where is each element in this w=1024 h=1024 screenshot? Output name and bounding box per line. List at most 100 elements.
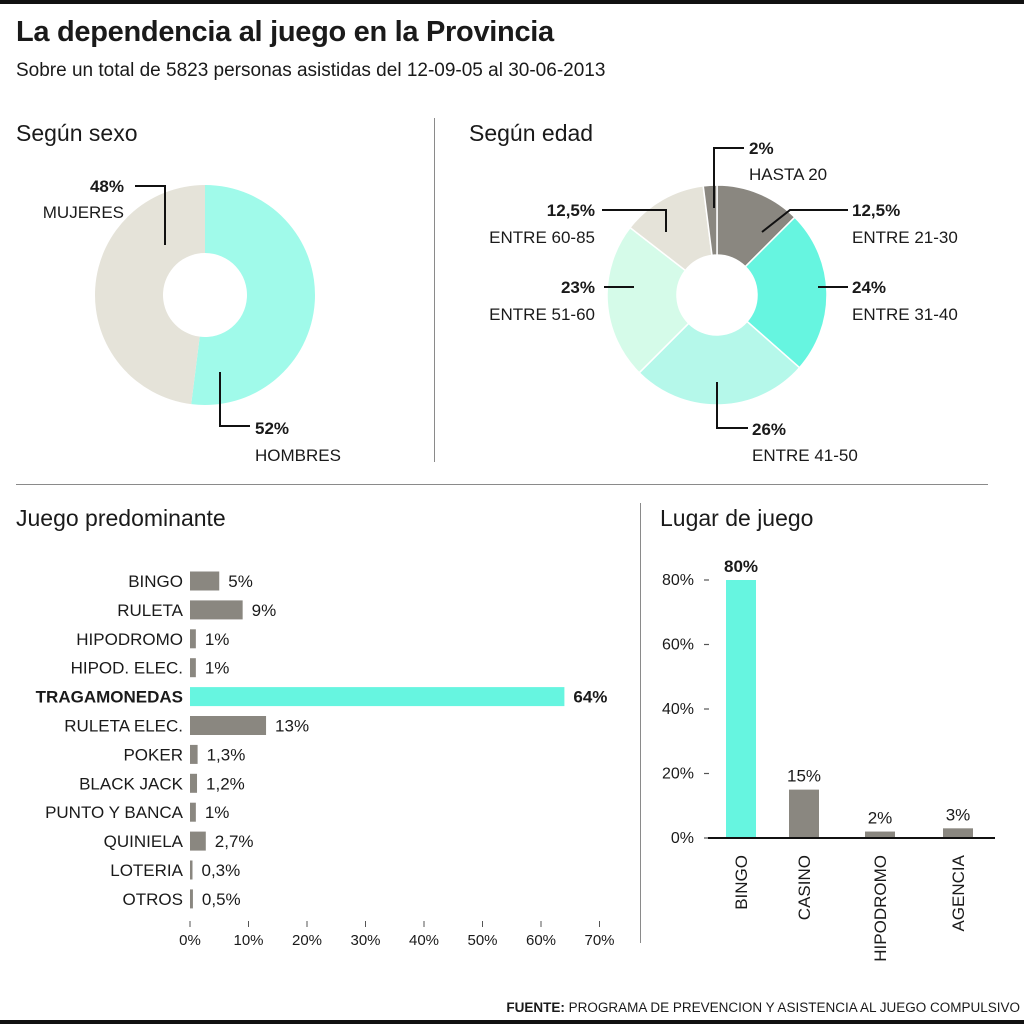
lugar-ytick-label-60: 60%	[662, 637, 694, 654]
edad-leader-41-50	[716, 382, 748, 429]
juego-bar-quiniela	[190, 831, 206, 851]
juego-tick-label-20: 20%	[292, 932, 322, 949]
juego-value-hipod-elec: 1%	[205, 659, 230, 678]
lugar-bar-casino	[789, 789, 819, 838]
sexo-label-hombres: HOMBRES	[255, 446, 341, 465]
juego-value-tragamonedas: 64%	[573, 688, 607, 707]
juego-value-bingo: 5%	[228, 572, 253, 591]
lugar-category-bingo: BINGO	[732, 855, 751, 910]
edad-leader-60-85	[602, 209, 667, 232]
juego-value-quiniela: 2,7%	[215, 832, 254, 851]
divider-top	[434, 118, 435, 462]
juego-category-hipodromo: HIPODROMO	[76, 630, 183, 649]
juego-bar-loteria	[190, 860, 193, 880]
juego-category-otros: OTROS	[123, 890, 183, 909]
juego-value-ruleta: 9%	[252, 601, 277, 620]
juego-bar-black-jack	[190, 773, 198, 793]
edad-pct-41-50: 26%	[752, 420, 786, 439]
juego-category-punto-y-banca: PUNTO Y BANCA	[45, 803, 184, 822]
juego-category-poker: POKER	[123, 745, 183, 764]
source-label: FUENTE:	[506, 1000, 565, 1015]
juego-category-loteria: LOTERIA	[110, 861, 183, 880]
edad-leader-hasta-20	[713, 147, 744, 208]
juego-bar-tragamonedas	[190, 687, 565, 707]
edad-chart-title: Según edad	[469, 120, 594, 146]
sexo-pct-hombres: 52%	[255, 419, 289, 438]
edad-label-41-50: ENTRE 41-50	[752, 446, 858, 465]
juego-category-ruleta-elec: RULETA ELEC.	[64, 717, 183, 736]
juego-value-otros: 0,5%	[202, 890, 241, 909]
lugar-value-bingo: 80%	[724, 557, 758, 576]
juego-bar-poker	[190, 744, 198, 764]
edad-pct-21-30: 12,5%	[852, 201, 900, 220]
juego-tick-label-50: 50%	[467, 932, 497, 949]
lugar-category-agencia: AGENCIA	[949, 854, 968, 931]
juego-bar-bingo	[190, 571, 220, 591]
juego-value-punto-y-banca: 1%	[205, 803, 230, 822]
juego-category-black-jack: BLACK JACK	[79, 774, 184, 793]
lugar-value-casino: 15%	[787, 767, 821, 786]
juego-tick-label-30: 30%	[350, 932, 380, 949]
lugar-chart-title: Lugar de juego	[660, 505, 814, 531]
juego-bar-otros	[190, 889, 193, 909]
edad-pct-hasta-20: 2%	[749, 139, 774, 158]
lugar-ytick-label-20: 20%	[662, 766, 694, 783]
juego-category-quiniela: QUINIELA	[104, 832, 184, 851]
lugar-bar-bingo	[726, 580, 756, 838]
edad-label-21-30: ENTRE 21-30	[852, 228, 958, 247]
juego-value-hipodromo: 1%	[205, 630, 230, 649]
juego-tick-label-70: 70%	[584, 932, 614, 949]
juego-tick-label-60: 60%	[526, 932, 556, 949]
lugar-category-hipodromo: HIPODROMO	[871, 855, 890, 962]
sexo-slice-mujeres	[94, 185, 205, 405]
source-note: FUENTE: PROGRAMA DE PREVENCION Y ASISTEN…	[506, 1000, 1020, 1015]
juego-chart-title: Juego predominante	[16, 505, 226, 531]
lugar-ytick-label-40: 40%	[662, 701, 694, 718]
juego-tick-label-40: 40%	[409, 932, 439, 949]
sexo-pct-mujeres: 48%	[90, 177, 124, 196]
edad-label-51-60: ENTRE 51-60	[489, 305, 595, 324]
edad-pct-31-40: 24%	[852, 278, 886, 297]
juego-value-black-jack: 1,2%	[206, 774, 245, 793]
juego-bar-hipodromo	[190, 629, 196, 649]
lugar-value-agencia: 3%	[946, 805, 971, 824]
edad-slice-entre-51-60	[606, 226, 690, 374]
sexo-label-mujeres: MUJERES	[43, 203, 124, 222]
sexo-slice-hombres	[191, 185, 315, 405]
edad-leader-21-30	[761, 209, 848, 233]
lugar-category-casino: CASINO	[795, 855, 814, 920]
edad-pct-51-60: 23%	[561, 278, 595, 297]
edad-label-60-85: ENTRE 60-85	[489, 228, 595, 247]
juego-value-loteria: 0,3%	[202, 861, 241, 880]
lugar-ytick-label-0: 0%	[671, 830, 694, 847]
juego-category-ruleta: RULETA	[117, 601, 183, 620]
sexo-chart-title: Según sexo	[16, 120, 138, 146]
juego-tick-label-0: 0%	[179, 932, 201, 949]
source-text: PROGRAMA DE PREVENCION Y ASISTENCIA AL J…	[568, 1000, 1020, 1015]
juego-bar-ruleta	[190, 600, 243, 620]
edad-label-hasta-20: HASTA 20	[749, 165, 827, 184]
lugar-bar-hipodromo	[865, 831, 895, 838]
juego-tick-label-10: 10%	[233, 932, 263, 949]
edad-slice-entre-31-40	[744, 216, 828, 369]
sexo-leader-mujeres	[135, 185, 166, 245]
juego-category-tragamonedas: TRAGAMONEDAS	[36, 688, 183, 707]
edad-slice-entre-41-50	[638, 320, 801, 406]
juego-value-poker: 1,3%	[207, 745, 246, 764]
lugar-value-hipodromo: 2%	[868, 809, 893, 828]
page-subtitle: Sobre un total de 5823 personas asistida…	[16, 60, 606, 81]
juego-category-hipod-elec: HIPOD. ELEC.	[71, 659, 183, 678]
divider-bottom	[640, 503, 641, 943]
juego-bar-punto-y-banca	[190, 802, 196, 822]
juego-bar-ruleta-elec	[190, 716, 267, 735]
page-title: La dependencia al juego en la Provincia	[16, 16, 554, 48]
juego-value-ruleta-elec: 13%	[275, 717, 309, 736]
juego-bar-hipod-elec	[190, 658, 196, 678]
lugar-bar-agencia	[943, 828, 973, 838]
top-rule	[0, 0, 1024, 4]
juego-category-bingo: BINGO	[128, 572, 183, 591]
